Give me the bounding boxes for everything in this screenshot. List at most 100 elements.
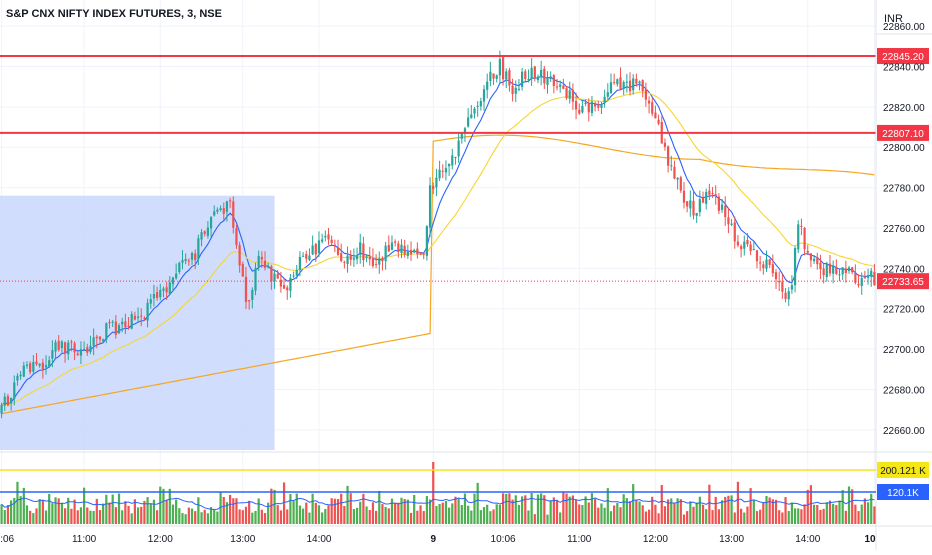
candle-body xyxy=(365,256,368,259)
volume-bar xyxy=(806,489,809,524)
volume-bar xyxy=(422,511,425,524)
x-tick-label: 14:00 xyxy=(306,534,331,545)
y-tick-label: 22780.00 xyxy=(883,184,925,195)
candle-body xyxy=(438,169,441,179)
currency-label: INR xyxy=(884,13,903,25)
vwap-line xyxy=(1,134,875,415)
price-level-tag xyxy=(877,124,929,141)
volume-bar xyxy=(60,502,64,524)
volume-bar xyxy=(584,496,587,524)
candle-body xyxy=(666,146,670,166)
volume-bar xyxy=(670,498,673,524)
volume-bar xyxy=(133,499,137,524)
volume-bar xyxy=(501,493,505,524)
candle-body xyxy=(768,259,771,265)
candle-body xyxy=(679,177,682,191)
volume-bar xyxy=(327,505,330,524)
candle-body xyxy=(206,227,210,236)
volume-bar xyxy=(825,502,828,524)
candle-body xyxy=(238,244,241,266)
candle-body xyxy=(498,58,502,76)
volume-bar xyxy=(441,502,444,524)
volume-bar xyxy=(663,506,667,524)
candle-body xyxy=(44,365,48,368)
volume-bar xyxy=(698,496,701,524)
volume-bar xyxy=(473,493,476,524)
candle-body xyxy=(705,191,708,204)
volume-bar xyxy=(774,499,778,524)
candle-body xyxy=(222,208,225,214)
candle-body xyxy=(819,262,822,270)
candle-body xyxy=(625,81,628,83)
candle-body xyxy=(603,96,606,103)
volume-bar xyxy=(476,482,479,524)
volume-average-line xyxy=(1,497,875,510)
chart-title: S&P CNX NIFTY INDEX FUTURES, 3, NSE xyxy=(6,8,222,20)
candle-body xyxy=(273,273,276,282)
volume-bar xyxy=(765,495,768,524)
volume-bar xyxy=(343,506,346,524)
candle-body xyxy=(632,78,635,91)
candle-body xyxy=(60,341,64,349)
candle-body xyxy=(330,239,333,244)
volume-bar xyxy=(121,510,124,524)
volume-bar xyxy=(362,493,365,524)
candle-body xyxy=(778,281,781,283)
candle-body xyxy=(184,259,187,262)
volume-bar xyxy=(9,500,13,524)
candle-body xyxy=(149,299,152,304)
volume-bar xyxy=(111,494,114,524)
candle-body xyxy=(152,294,156,299)
candle-body xyxy=(403,245,406,255)
candle-body xyxy=(117,325,121,334)
volume-bar xyxy=(286,509,289,524)
ema-slow-line xyxy=(1,91,875,406)
candle-body xyxy=(832,266,835,274)
candle-body xyxy=(428,185,432,228)
volume-bars xyxy=(0,462,876,524)
candle-body xyxy=(400,244,403,254)
volume-bar xyxy=(819,509,822,524)
candle-body xyxy=(298,256,302,270)
volume-bar xyxy=(851,489,854,524)
volume-bar xyxy=(793,508,797,524)
candle-body xyxy=(746,239,749,245)
candle-body xyxy=(714,194,717,196)
volume-bar xyxy=(460,505,463,524)
volume-bar xyxy=(841,490,844,524)
volume-bar xyxy=(413,495,416,524)
volume-bar xyxy=(816,505,819,524)
volume-bar xyxy=(435,505,438,524)
volume-bar xyxy=(44,510,48,524)
candle-body xyxy=(343,261,346,263)
volume-bar xyxy=(625,498,628,524)
volume-bar xyxy=(67,497,70,524)
candle-body xyxy=(413,249,416,253)
candle-body xyxy=(587,102,590,113)
volume-bar xyxy=(124,501,127,524)
candle-body xyxy=(838,274,841,276)
volume-bar xyxy=(206,513,210,524)
candle-body xyxy=(492,73,495,79)
volume-bar xyxy=(873,506,876,524)
candle-body xyxy=(562,85,565,89)
volume-bar xyxy=(581,505,584,524)
candle-body xyxy=(787,291,790,300)
volume-bar xyxy=(781,512,784,524)
x-tick-label: 9 xyxy=(430,534,436,545)
volume-bar xyxy=(451,503,454,524)
volume-bar xyxy=(679,499,682,524)
candle-body xyxy=(479,101,482,107)
volume-bar xyxy=(82,487,86,524)
volume-bar xyxy=(809,485,813,524)
candle-body xyxy=(644,89,648,100)
candle-body xyxy=(689,200,692,209)
volume-bar xyxy=(492,509,495,524)
volume-bar xyxy=(746,506,749,524)
candle-body xyxy=(251,289,254,300)
candle-body xyxy=(98,336,102,340)
candle-body xyxy=(771,264,774,274)
volume-bar xyxy=(514,495,517,524)
candle-body xyxy=(565,88,568,99)
candle-body xyxy=(809,253,813,261)
